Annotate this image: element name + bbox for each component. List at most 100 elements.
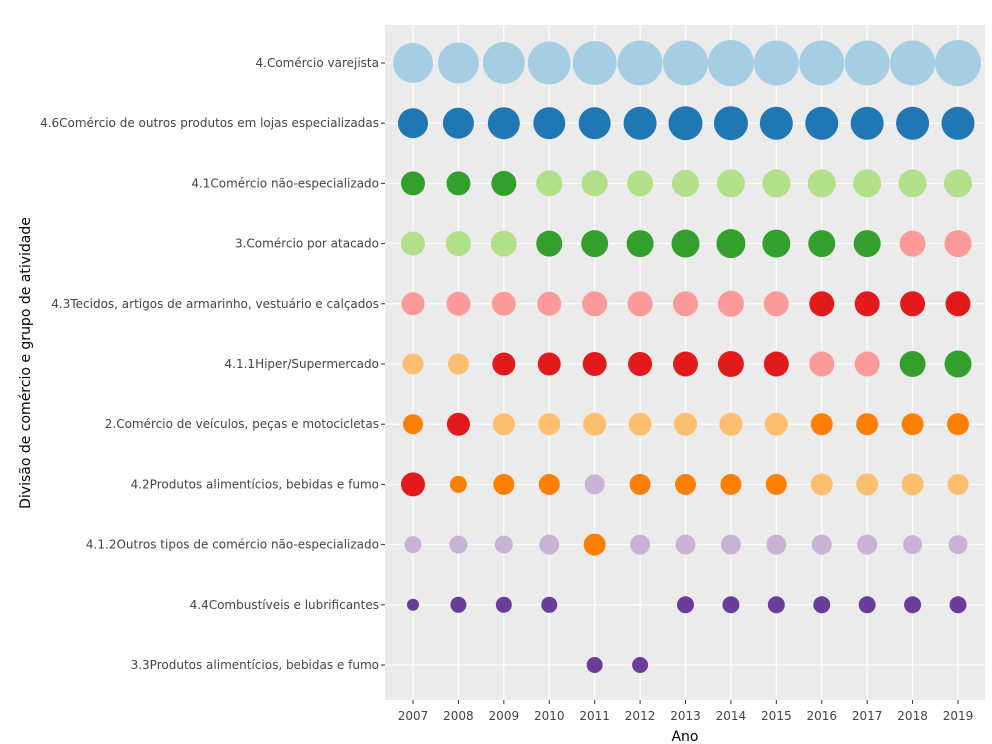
data-point [582,352,607,376]
data-point [765,473,787,495]
data-point [584,474,605,495]
data-point [578,107,611,140]
data-point [948,535,968,555]
data-point [401,231,425,256]
x-axis-tick-labels: 2007 2008 2009 2010 2011 2012 2013 2014 2015 2016… [398,700,974,723]
data-point [632,657,649,673]
data-point [813,596,831,614]
x-tick-label: 2019 [943,709,974,723]
x-tick-label: 2018 [897,709,928,723]
data-point [623,106,657,140]
data-point [586,657,603,673]
data-point [449,535,468,554]
data-point [675,473,697,495]
data-point [717,351,744,377]
data-point [447,353,469,375]
y-axis-title: Divisão de comércio e grupo de atividade [18,217,34,509]
data-point [675,534,696,555]
x-tick-label: 2009 [489,709,520,723]
data-point [493,473,515,495]
data-point [449,475,467,493]
data-point [767,596,785,614]
data-point [393,43,433,83]
y-axis-tick-labels: 4.Comércio varejista 4.6Comércio de outro… [40,56,385,672]
data-point [898,169,927,198]
data-point [572,41,617,85]
data-point [901,413,924,436]
data-point [442,107,474,139]
data-point [944,230,972,258]
data-point [719,412,743,436]
data-point [487,107,520,140]
data-point [581,170,608,197]
data-point [808,230,836,258]
data-point [674,412,698,436]
data-point [720,473,742,495]
data-point [536,230,563,257]
data-point [495,596,512,613]
data-point [763,351,789,377]
data-point [446,171,471,196]
data-point [857,534,878,555]
data-point [401,292,425,316]
data-point [617,40,663,86]
data-point [403,414,423,435]
x-tick-label: 2012 [625,709,656,723]
data-point [445,231,471,257]
data-point [945,291,971,317]
data-point [401,171,425,196]
data-point [627,291,653,317]
y-tick-label: 4.3Tecidos, artigos de armarinho, vestuá… [51,297,379,311]
data-point [673,291,699,317]
data-point [722,596,740,614]
x-tick-label: 2010 [534,709,565,723]
data-point [583,533,606,556]
data-point [805,106,839,140]
y-tick-label: 4.1.1Hiper/Supermercado [225,357,379,371]
data-point [707,40,754,86]
data-point [541,596,558,613]
data-point [628,412,652,436]
data-point [713,106,748,141]
data-point [582,291,608,317]
data-point [759,106,793,140]
data-point [763,291,789,317]
data-point [762,229,791,258]
y-tick-label: 4.4Combustíveis e lubrificantes [190,598,379,612]
data-point [627,170,654,197]
data-point [900,291,926,317]
x-tick-label: 2013 [670,709,701,723]
x-axis-title: Ano [671,729,698,744]
data-point [890,40,936,86]
data-point [944,350,972,378]
data-point [482,42,525,84]
data-points [393,40,982,673]
data-point [533,107,566,140]
data-point [844,40,890,86]
data-point [949,596,967,614]
x-tick-label: 2016 [806,709,837,723]
data-point [446,412,470,436]
data-point [904,596,922,614]
x-tick-label: 2011 [579,709,610,723]
y-tick-label: 4.Comércio varejista [256,56,380,70]
data-point [492,413,515,436]
data-point [581,230,609,258]
data-point [527,41,571,85]
data-point [899,230,926,257]
data-point [809,291,835,317]
data-point [811,534,832,555]
y-tick-label: 4.2Produtos alimentícios, bebidas e fumo [131,477,379,491]
x-tick-label: 2014 [716,709,747,723]
data-point [720,534,741,555]
data-point [628,352,653,376]
data-point [850,106,884,140]
data-point [663,40,709,86]
data-point [810,473,833,496]
data-point [491,291,516,316]
data-point [407,598,419,611]
data-point [490,230,517,257]
data-point [629,473,651,495]
data-point [437,42,479,84]
data-point [626,230,654,258]
